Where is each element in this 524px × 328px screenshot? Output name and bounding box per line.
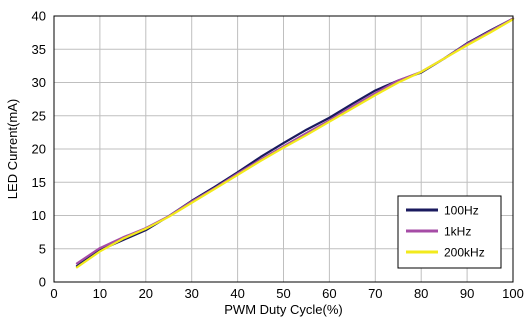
- x-tick-label-60: 60: [322, 286, 336, 301]
- x-tick-label-100: 100: [502, 286, 524, 301]
- y-tick-label-20: 20: [32, 142, 46, 157]
- y-tick-label-40: 40: [32, 9, 46, 24]
- y-tick-label-15: 15: [32, 175, 46, 190]
- x-tick-label-0: 0: [50, 286, 57, 301]
- x-tick-label-50: 50: [276, 286, 290, 301]
- series-lines: [75, 17, 515, 269]
- x-tick-label-40: 40: [230, 286, 244, 301]
- tick-labels: 0 10 20 30 40 50 60 70 80 90 100 0 5 10 15 20 25 30 35 40: [32, 9, 524, 302]
- x-tick-label-10: 10: [93, 286, 107, 301]
- y-tick-label-5: 5: [39, 241, 46, 256]
- legend-label-1khz: 1kHz: [444, 225, 471, 239]
- y-tick-label-0: 0: [39, 275, 46, 290]
- y-tick-label-25: 25: [32, 108, 46, 123]
- y-tick-label-10: 10: [32, 208, 46, 223]
- series-line-200khz: [75, 18, 515, 269]
- legend-label-100hz: 100Hz: [444, 204, 479, 218]
- y-tick-label-35: 35: [32, 42, 46, 57]
- x-tick-label-30: 30: [184, 286, 198, 301]
- y-tick-label-30: 30: [32, 75, 46, 90]
- y-axis-label: LED Current(mA): [5, 99, 20, 199]
- plot-border: [53, 15, 514, 283]
- x-tick-label-20: 20: [139, 286, 153, 301]
- legend: 100Hz 1kHz 200kHz: [397, 195, 502, 269]
- legend-label-200khz: 200kHz: [444, 246, 485, 260]
- x-tick-label-90: 90: [460, 286, 474, 301]
- x-axis-label: PWM Duty Cycle(%): [224, 302, 342, 317]
- x-tick-label-70: 70: [368, 286, 382, 301]
- x-tick-label-80: 80: [414, 286, 428, 301]
